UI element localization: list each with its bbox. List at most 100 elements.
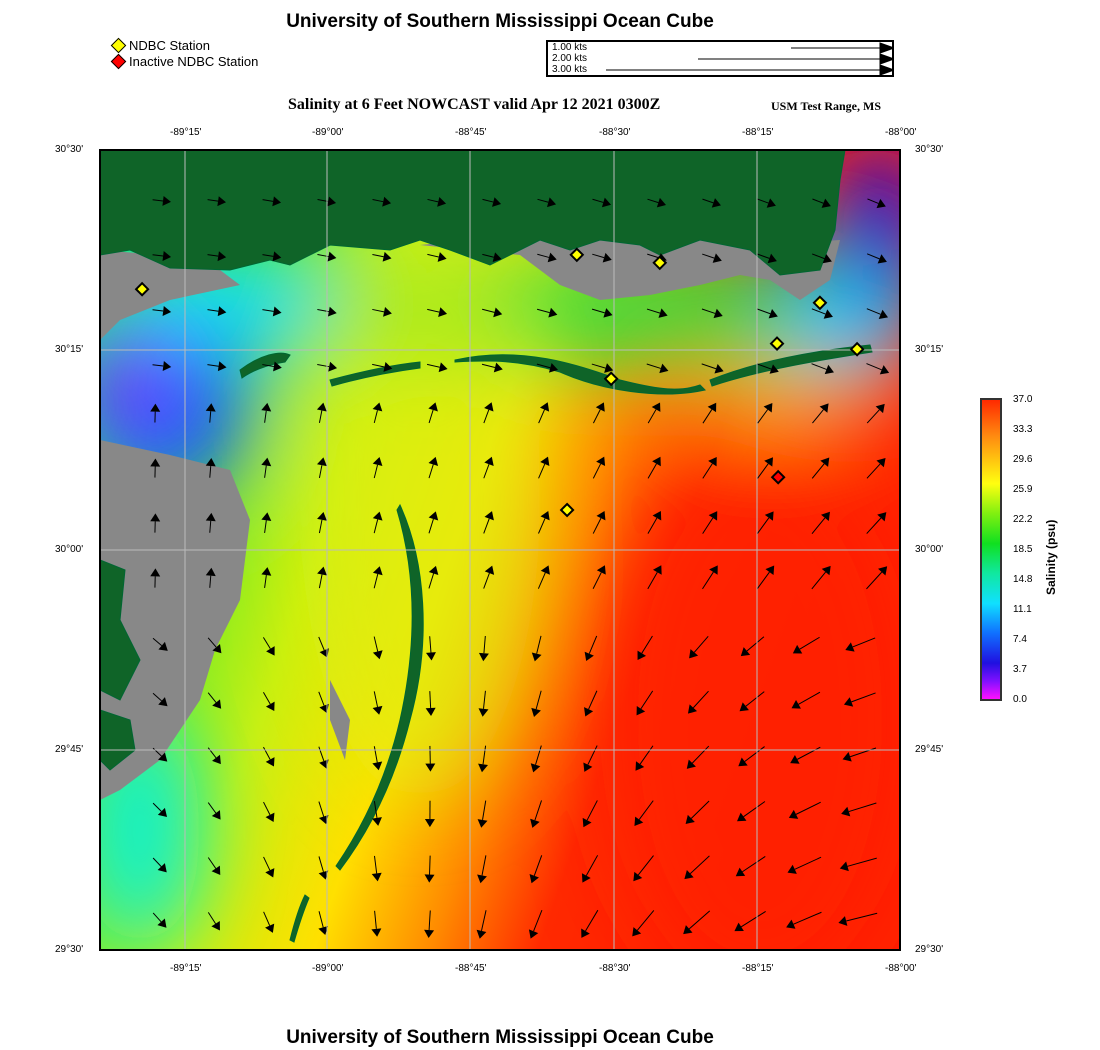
colorbar-tick: 7.4	[1013, 634, 1027, 645]
current-vector-shaft	[262, 254, 274, 257]
current-vector-shaft	[757, 253, 770, 259]
current-vector-shaft	[207, 364, 219, 367]
current-vector-head	[265, 923, 275, 933]
current-vector-head	[265, 757, 275, 767]
lon-tick: -88°30'	[599, 963, 631, 974]
current-vector-head	[651, 402, 661, 412]
current-vector-head	[821, 565, 831, 576]
current-vector-shaft	[317, 199, 329, 202]
current-vector-shaft	[538, 409, 545, 424]
current-vector-head	[842, 752, 852, 762]
current-vector-head	[711, 198, 721, 208]
scale-label-2: 2.00 kts	[552, 53, 588, 64]
current-vector-head	[528, 929, 539, 939]
current-vector-head	[738, 757, 748, 767]
current-vector-head	[658, 308, 668, 318]
current-vector-head	[424, 819, 435, 828]
lat-tick: 29°30'	[915, 944, 944, 955]
current-vector-head	[790, 754, 800, 764]
current-vector-head	[529, 874, 539, 884]
current-vector-shaft	[866, 308, 881, 315]
map-frame	[99, 149, 901, 951]
current-vector-head	[205, 458, 216, 467]
current-vector-head	[424, 929, 435, 939]
current-vector-shaft	[318, 465, 323, 479]
current-vector-head	[484, 456, 494, 466]
current-vector-head	[205, 567, 216, 577]
current-vector-shaft	[536, 363, 551, 369]
current-vector-head	[261, 402, 272, 412]
current-vector-shaft	[689, 855, 710, 875]
current-vector-shaft	[647, 198, 659, 204]
colorbar-tick: 14.8	[1013, 574, 1033, 585]
current-vector-shaft	[152, 254, 164, 257]
current-vector-head	[162, 196, 171, 206]
colorbar-tick: 22.2	[1013, 514, 1033, 525]
current-vector-shaft	[483, 518, 490, 534]
current-vector-head	[530, 818, 540, 828]
current-vector-shaft	[262, 692, 271, 705]
current-vector-shaft	[640, 690, 654, 709]
current-vector-shaft	[797, 746, 821, 760]
current-vector-shaft	[533, 855, 543, 876]
current-vector-shaft	[592, 517, 602, 534]
current-vector-shaft	[592, 409, 601, 424]
current-vector-head	[582, 817, 592, 828]
current-vector-head	[636, 705, 646, 716]
current-vector-head	[272, 306, 282, 317]
current-vector-shaft	[209, 465, 212, 478]
current-vector-head	[765, 565, 775, 575]
current-vector-head	[786, 919, 796, 929]
current-vector-head	[878, 309, 889, 319]
footer-title: University of Southern Mississippi Ocean…	[286, 1027, 714, 1048]
current-vector-shaft	[373, 746, 378, 763]
current-vector-shaft	[262, 199, 274, 202]
current-vector-head	[634, 816, 644, 826]
current-vector-shaft	[866, 253, 880, 260]
salinity-field	[100, 150, 900, 950]
current-vector-shaft	[372, 199, 384, 203]
current-vector-head	[845, 642, 855, 652]
current-vector-head	[493, 362, 503, 373]
current-vector-head	[877, 512, 887, 522]
current-vector-shaft	[373, 636, 379, 652]
current-vector-shaft	[262, 637, 271, 650]
current-vector-head	[217, 196, 226, 207]
current-vector-head	[683, 925, 693, 935]
current-vector-head	[841, 806, 851, 817]
current-vector-shaft	[537, 572, 546, 589]
current-vector-head	[652, 456, 661, 467]
current-vector-shaft	[263, 801, 271, 816]
current-vector-head	[819, 403, 829, 413]
ndbc-station-marker	[559, 502, 575, 518]
lat-tick: 29°30'	[55, 944, 84, 955]
current-vector-shaft	[702, 198, 714, 204]
current-vector-shaft	[264, 520, 267, 533]
current-vector-head	[371, 928, 382, 937]
current-vector-head	[656, 197, 666, 208]
current-vector-head	[372, 761, 383, 771]
current-vector-head	[821, 198, 831, 208]
lat-tick: 29°45'	[915, 744, 944, 755]
current-vector-head	[492, 252, 502, 263]
current-vector-shaft	[483, 635, 486, 654]
current-vector-shaft	[639, 745, 654, 765]
current-vector-head	[478, 652, 489, 662]
current-vector-shaft	[811, 253, 825, 260]
current-vector-shaft	[374, 910, 377, 929]
inactive-ndbc-station-marker	[770, 469, 786, 485]
current-vector-head	[734, 922, 744, 932]
lon-tick: -89°00'	[312, 963, 344, 974]
current-vector-head	[383, 362, 393, 372]
current-vector-head	[823, 309, 833, 319]
current-vector-head	[372, 817, 382, 826]
current-vector-shaft	[588, 690, 598, 710]
current-vector-head	[763, 403, 773, 413]
current-vector-head	[581, 873, 591, 883]
current-vector-head	[212, 754, 221, 765]
current-vector-shaft	[812, 198, 824, 204]
current-vector-head	[371, 872, 382, 882]
current-vector-head	[707, 402, 717, 413]
current-vector-head	[372, 650, 383, 660]
